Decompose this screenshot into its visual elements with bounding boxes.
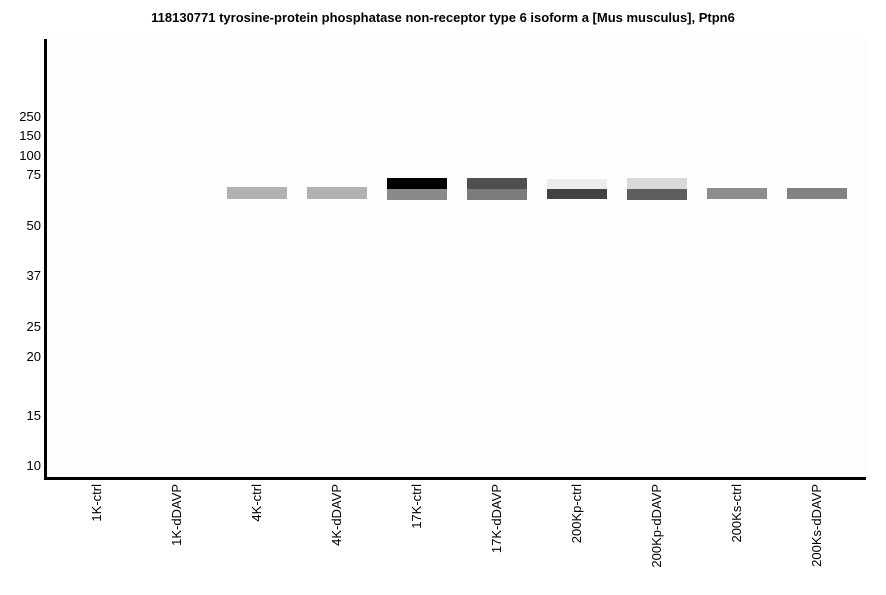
blot-band (547, 179, 607, 189)
y-axis-tick-label: 15 (26, 408, 41, 423)
blot-band (627, 178, 687, 189)
x-axis-line (44, 477, 866, 480)
x-axis-tick-label: 200Ks-dDAVP (809, 484, 824, 567)
x-axis-tick-label: 200Kp-dDAVP (649, 484, 664, 568)
x-axis-tick-label: 200Ks-ctrl (729, 484, 744, 543)
blot-band (547, 189, 607, 199)
blot-band (467, 178, 527, 189)
y-axis-tick-label: 150 (19, 128, 41, 143)
y-axis-tick-label: 20 (26, 349, 41, 364)
x-axis-tick-label: 1K-ctrl (89, 484, 104, 522)
y-axis-tick-label: 75 (26, 167, 41, 182)
blot-band (227, 187, 287, 199)
blot-band (707, 188, 767, 199)
blot-band (467, 189, 527, 200)
blot-band (387, 189, 447, 200)
y-axis-tick-label: 250 (19, 109, 41, 124)
x-axis-tick-label: 17K-dDAVP (489, 484, 504, 554)
y-axis-tick-label: 10 (26, 458, 41, 473)
y-axis-tick-label: 50 (26, 218, 41, 233)
blot-band (787, 188, 847, 199)
x-axis-tick-label: 17K-ctrl (409, 484, 424, 529)
chart-title: 118130771 tyrosine-protein phosphatase n… (151, 10, 735, 25)
x-axis-tick-label: 1K-dDAVP (169, 484, 184, 546)
blot-band (627, 189, 687, 200)
x-axis-tick-label: 4K-dDAVP (329, 484, 344, 546)
y-axis-line (44, 39, 47, 480)
y-axis-tick-label: 25 (26, 319, 41, 334)
x-axis-tick-label: 4K-ctrl (249, 484, 264, 522)
blot-band (307, 187, 367, 199)
y-axis-tick-label: 100 (19, 148, 41, 163)
plot-area (46, 39, 866, 477)
x-axis-tick-label: 200Kp-ctrl (569, 484, 584, 544)
y-axis-tick-label: 37 (26, 268, 41, 283)
blot-band (387, 178, 447, 189)
